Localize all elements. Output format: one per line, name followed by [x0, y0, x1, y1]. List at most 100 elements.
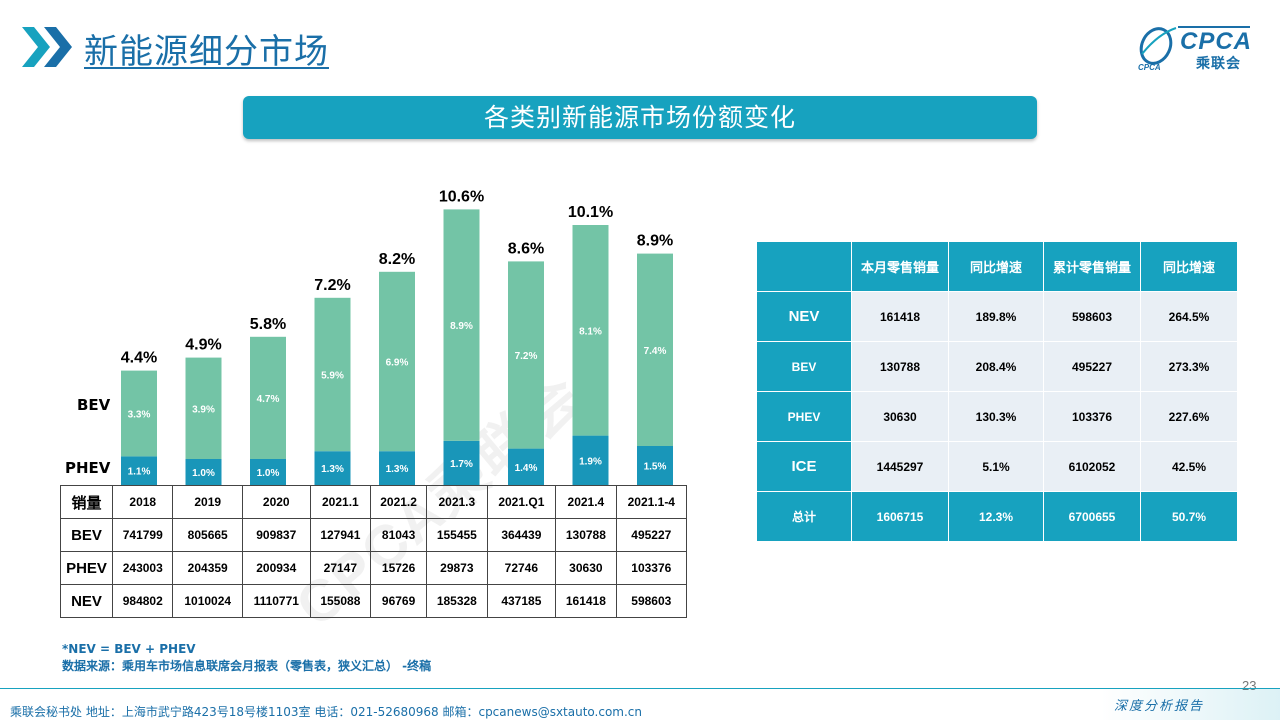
summary-cell: 495227 [1044, 342, 1141, 392]
summary-cell: 1606715 [852, 492, 949, 542]
table-cell: 741799 [111, 518, 174, 552]
summary-column-header: 累计零售销量 [1044, 242, 1141, 292]
data-source-note: 数据来源：乘用车市场信息联席会月报表（零售表，狭义汇总） -终稿 [62, 659, 432, 673]
bar-phev [379, 451, 415, 485]
table-column-header: 2021.Q1 [486, 485, 557, 519]
table-cell: 30630 [555, 551, 617, 585]
cpca-logo [1139, 26, 1250, 65]
bar-bev [185, 357, 222, 459]
summary-cell: 208.4% [949, 342, 1044, 392]
table-cell: 155455 [426, 518, 488, 552]
table-column-header: 2018 [111, 485, 174, 519]
table-cell: 598603 [615, 584, 688, 618]
summary-cell: 50.7% [1141, 492, 1238, 542]
market-summary-table: 本月零售销量 同比增速 累计零售销量 同比增速 NEV 161418 189.8% 59860… [757, 242, 1238, 542]
data-label-total: 7.2% [314, 277, 350, 294]
data-label-total: 5.8% [250, 316, 286, 333]
table-cell: 161418 [555, 584, 617, 618]
table-cell: 15726 [370, 551, 428, 585]
bar-phev [508, 448, 544, 485]
bar-bev [637, 253, 673, 446]
summary-row: NEV 161418 189.8% 598603 264.5% [757, 292, 1238, 342]
summary-row: ICE 1445297 5.1% 6102052 42.5% [757, 442, 1238, 492]
table-column-header: 2021.1-4 [615, 485, 688, 519]
chevron-double-right-icon [22, 27, 72, 67]
data-label-bev: 3.9% [192, 404, 215, 415]
table-cell: 243003 [111, 551, 174, 585]
bar-bev [314, 297, 351, 452]
bar-phev [185, 459, 222, 485]
summary-cell: 6700655 [1044, 492, 1141, 542]
table-header-label: 销量 [60, 485, 113, 519]
page-title: 新能源细分市场 [84, 32, 329, 72]
summary-column-header: 同比增速 [1141, 242, 1238, 292]
summary-row-label: 总计 [757, 492, 852, 542]
table-cell: 1010024 [172, 584, 243, 618]
footer-decoration [1100, 689, 1280, 720]
data-label-phev: 1.9% [579, 456, 602, 467]
data-label-bev: 8.1% [579, 326, 602, 337]
nev-definition-note: *NEV = BEV + PHEV [62, 642, 196, 656]
data-label-total: 8.2% [379, 251, 415, 268]
summary-cell: 273.3% [1141, 342, 1238, 392]
data-label-phev: 1.0% [192, 468, 215, 479]
table-column-header: 2021.4 [555, 485, 617, 519]
footer-contact: 乘联会秘书处 地址：上海市武宁路423号18号楼1103室 电话：021-526… [10, 705, 643, 719]
legend-label-bev: BEV [77, 396, 111, 414]
data-label-total: 8.6% [508, 240, 544, 257]
table-row-label: NEV [60, 584, 113, 618]
table-cell: 204359 [172, 551, 243, 585]
table-cell: 909837 [241, 518, 311, 552]
summary-cell: 130788 [852, 342, 949, 392]
table-cell: 437185 [486, 584, 557, 618]
bar-bev [508, 261, 544, 449]
table-cell: 185328 [426, 584, 488, 618]
table-cell: 127941 [309, 518, 372, 552]
bar-phev [572, 435, 609, 485]
summary-column-header: 本月零售销量 [852, 242, 949, 292]
bar-phev [443, 440, 480, 485]
table-cell: 805665 [172, 518, 243, 552]
summary-cell: 189.8% [949, 292, 1044, 342]
table-cell: 200934 [241, 551, 311, 585]
summary-cell: 598603 [1044, 292, 1141, 342]
data-label-total: 4.9% [185, 337, 221, 354]
table-cell: 27147 [309, 551, 372, 585]
bar-phev [121, 456, 157, 485]
table-row-label: PHEV [60, 551, 113, 585]
bar-bev [572, 225, 609, 436]
data-label-bev: 4.7% [257, 394, 280, 405]
summary-row-label: PHEV [757, 392, 852, 442]
table-cell: 364439 [486, 518, 557, 552]
data-label-phev: 1.5% [644, 462, 667, 473]
table-cell: 103376 [615, 551, 688, 585]
table-column-header: 2021.2 [370, 485, 428, 519]
page-number: 23 [1242, 678, 1257, 693]
table-column-header: 2021.3 [426, 485, 488, 519]
table-cell: 155088 [309, 584, 372, 618]
summary-cell: 5.1% [949, 442, 1044, 492]
summary-row: BEV 130788 208.4% 495227 273.3% [757, 342, 1238, 392]
logo-chinese-name: 乘联会 [1196, 56, 1241, 72]
data-label-bev: 5.9% [321, 371, 344, 382]
footer-report-type: 深度分析报告 [1114, 699, 1205, 714]
summary-row-label: BEV [757, 342, 852, 392]
table-column-header: 2021.1 [309, 485, 372, 519]
data-label-bev: 6.9% [386, 358, 409, 369]
table-row-label: BEV [60, 518, 113, 552]
data-label-bev: 8.9% [450, 321, 473, 332]
data-label-total: 4.4% [121, 350, 157, 367]
footnotes: *NEV = BEV + PHEV 数据来源：乘用车市场信息联席会月报表（零售表… [62, 641, 431, 675]
summary-cell: 30630 [852, 392, 949, 442]
data-label-total: 10.6% [439, 188, 484, 205]
data-label-total: 8.9% [637, 233, 673, 250]
table-cell: 984802 [111, 584, 174, 618]
bar-bev [250, 336, 286, 459]
summary-row-label: NEV [757, 292, 852, 342]
chart-title-banner: 各类别新能源市场份额变化 [243, 96, 1037, 139]
sales-volume-table: 销量 2018 2019 2020 2021.1 2021.2 2021.3 2021.Q1 2… [60, 485, 688, 618]
data-label-total: 10.1% [568, 204, 613, 221]
share-stacked-bar-chart: 1.1% 3.3% 4.4% 1.0% 3.9% 4.9% 1.0% 4.7% 5.8% 1.3%… [121, 188, 673, 485]
bar-phev [250, 459, 286, 485]
data-label-phev: 1.4% [515, 463, 538, 474]
